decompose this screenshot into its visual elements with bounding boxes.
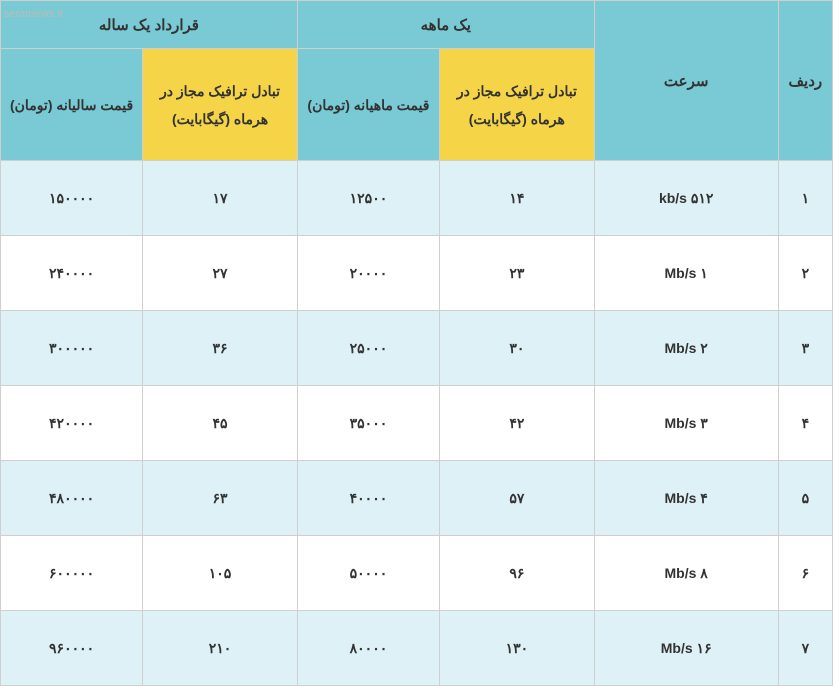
cell-py: ۳۰۰۰۰۰ <box>1 311 143 386</box>
cell-tm: ۲۳ <box>440 236 595 311</box>
cell-n: ۱ <box>778 161 832 236</box>
cell-pm: ۳۵۰۰۰ <box>297 386 439 461</box>
cell-speed: ۴ Mb/s <box>594 461 778 536</box>
cell-n: ۶ <box>778 536 832 611</box>
cell-tm: ۱۴ <box>440 161 595 236</box>
cell-speed: ۱۶ Mb/s <box>594 611 778 686</box>
cell-speed: ۸ Mb/s <box>594 536 778 611</box>
cell-n: ۳ <box>778 311 832 386</box>
cell-tm: ۳۰ <box>440 311 595 386</box>
cell-py: ۹۶۰۰۰۰ <box>1 611 143 686</box>
header-row-number: ردیف <box>778 1 832 161</box>
cell-py: ۲۴۰۰۰۰ <box>1 236 143 311</box>
cell-py: ۴۸۰۰۰۰ <box>1 461 143 536</box>
cell-n: ۴ <box>778 386 832 461</box>
header-traffic-yearly: تبادل ترافیک مجاز در هرماه (گیگابایت) <box>143 49 298 161</box>
cell-pm: ۴۰۰۰۰ <box>297 461 439 536</box>
pricing-table: ردیف سرعت یک ماهه قرارداد یک ساله تبادل … <box>0 0 833 686</box>
watermark-text: seratnews.ir <box>4 8 63 20</box>
cell-tm: ۵۷ <box>440 461 595 536</box>
cell-ty: ۳۶ <box>143 311 298 386</box>
header-speed: سرعت <box>594 1 778 161</box>
cell-ty: ۲۷ <box>143 236 298 311</box>
cell-speed: ۲ Mb/s <box>594 311 778 386</box>
header-traffic-monthly: تبادل ترافیک مجاز در هرماه (گیگابایت) <box>440 49 595 161</box>
table-body: ۱۵۱۲ kb/s۱۴۱۲۵۰۰۱۷۱۵۰۰۰۰۲۱ Mb/s۲۳۲۰۰۰۰۲۷… <box>1 161 833 686</box>
table-row: ۵۴ Mb/s۵۷۴۰۰۰۰۶۳۴۸۰۰۰۰ <box>1 461 833 536</box>
cell-pm: ۱۲۵۰۰ <box>297 161 439 236</box>
cell-py: ۴۲۰۰۰۰ <box>1 386 143 461</box>
cell-n: ۷ <box>778 611 832 686</box>
cell-pm: ۲۵۰۰۰ <box>297 311 439 386</box>
table-row: ۷۱۶ Mb/s۱۳۰۸۰۰۰۰۲۱۰۹۶۰۰۰۰ <box>1 611 833 686</box>
cell-tm: ۱۳۰ <box>440 611 595 686</box>
cell-speed: ۳ Mb/s <box>594 386 778 461</box>
cell-pm: ۸۰۰۰۰ <box>297 611 439 686</box>
cell-pm: ۲۰۰۰۰ <box>297 236 439 311</box>
table-row: ۶۸ Mb/s۹۶۵۰۰۰۰۱۰۵۶۰۰۰۰۰ <box>1 536 833 611</box>
cell-ty: ۴۵ <box>143 386 298 461</box>
table-row: ۱۵۱۲ kb/s۱۴۱۲۵۰۰۱۷۱۵۰۰۰۰ <box>1 161 833 236</box>
table-row: ۳۲ Mb/s۳۰۲۵۰۰۰۳۶۳۰۰۰۰۰ <box>1 311 833 386</box>
cell-ty: ۲۱۰ <box>143 611 298 686</box>
cell-tm: ۹۶ <box>440 536 595 611</box>
cell-ty: ۱۷ <box>143 161 298 236</box>
cell-n: ۲ <box>778 236 832 311</box>
cell-py: ۱۵۰۰۰۰ <box>1 161 143 236</box>
cell-speed: ۵۱۲ kb/s <box>594 161 778 236</box>
cell-ty: ۶۳ <box>143 461 298 536</box>
cell-n: ۵ <box>778 461 832 536</box>
header-price-monthly: قیمت ماهیانه (تومان) <box>297 49 439 161</box>
cell-ty: ۱۰۵ <box>143 536 298 611</box>
cell-pm: ۵۰۰۰۰ <box>297 536 439 611</box>
cell-tm: ۴۲ <box>440 386 595 461</box>
cell-py: ۶۰۰۰۰۰ <box>1 536 143 611</box>
table-row: ۲۱ Mb/s۲۳۲۰۰۰۰۲۷۲۴۰۰۰۰ <box>1 236 833 311</box>
cell-speed: ۱ Mb/s <box>594 236 778 311</box>
header-group-monthly: یک ماهه <box>297 1 594 49</box>
header-price-yearly: قیمت سالیانه (تومان) <box>1 49 143 161</box>
table-row: ۴۳ Mb/s۴۲۳۵۰۰۰۴۵۴۲۰۰۰۰ <box>1 386 833 461</box>
